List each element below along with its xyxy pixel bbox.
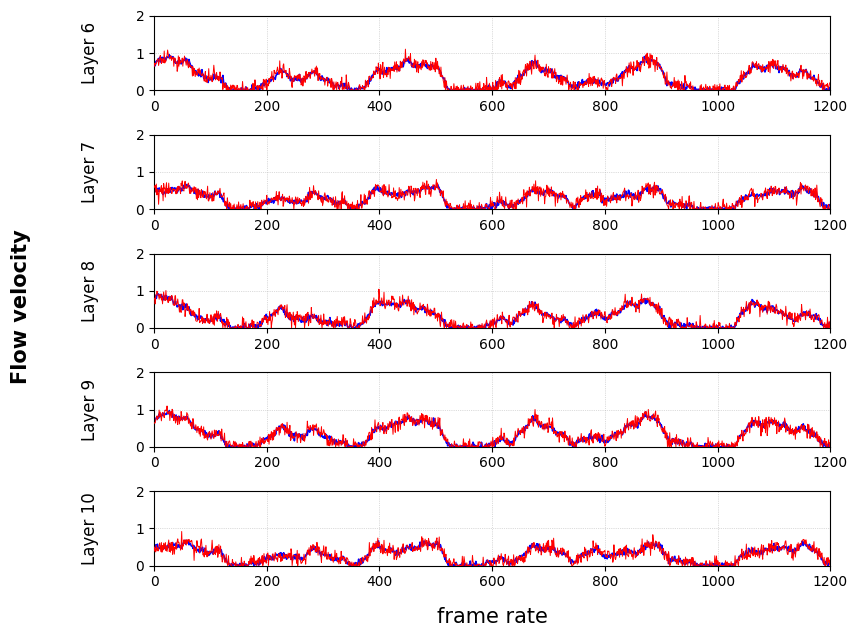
Text: Layer 7: Layer 7 (80, 141, 98, 203)
Text: Layer 10: Layer 10 (80, 492, 98, 565)
Text: Layer 8: Layer 8 (80, 259, 98, 322)
Text: Layer 9: Layer 9 (80, 378, 98, 441)
Text: Flow velocity: Flow velocity (11, 229, 32, 384)
Text: frame rate: frame rate (437, 608, 548, 627)
Text: Layer 6: Layer 6 (80, 22, 98, 84)
